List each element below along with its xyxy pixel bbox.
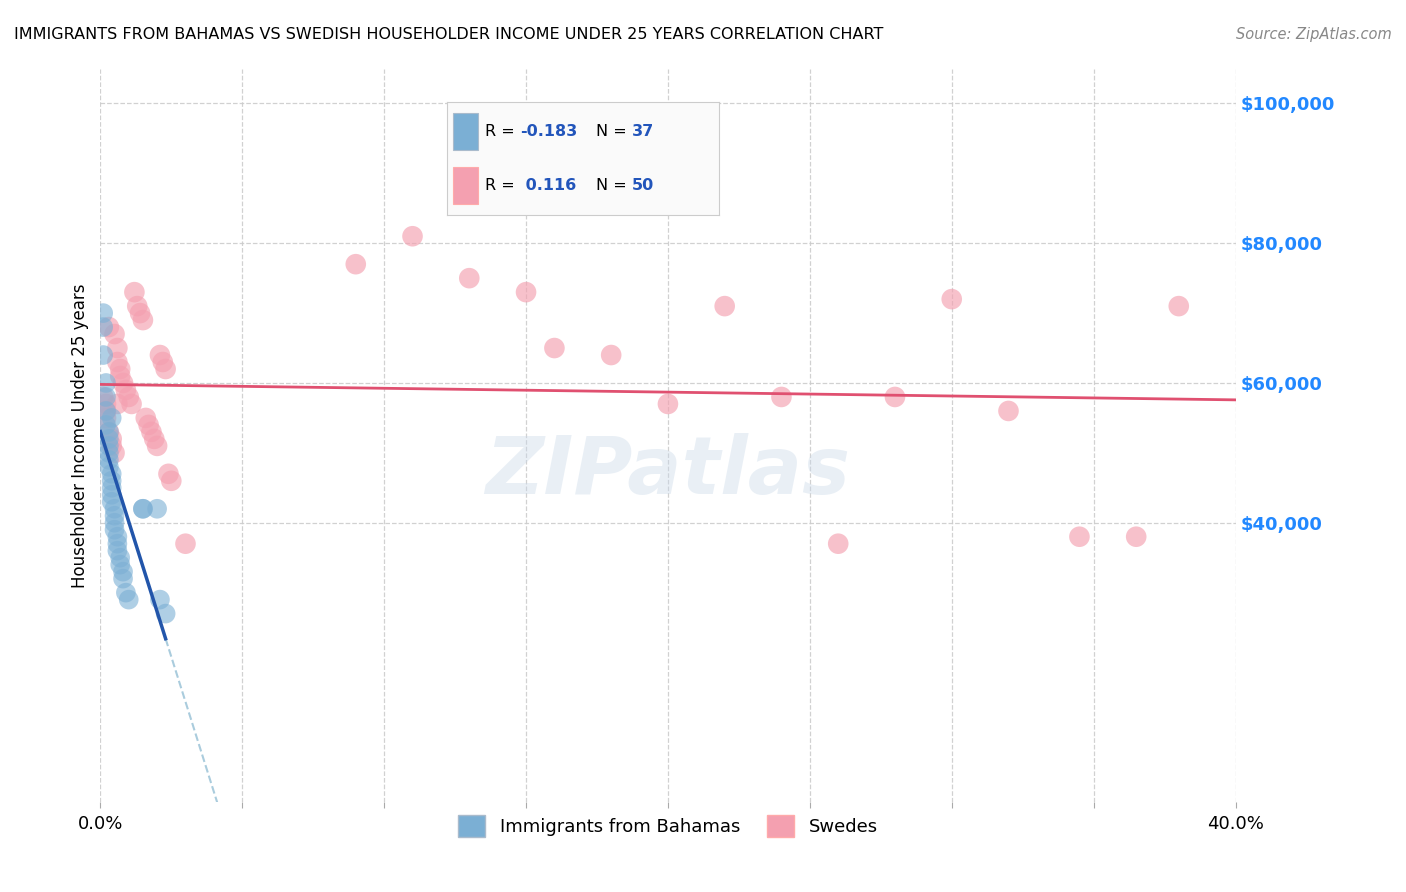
Point <box>97 446 120 460</box>
Point <box>174 537 197 551</box>
Point <box>129 306 152 320</box>
Point <box>100 432 122 446</box>
Point <box>115 383 138 397</box>
Point <box>94 417 117 432</box>
Point <box>105 537 128 551</box>
Point <box>110 369 132 384</box>
Point <box>118 390 141 404</box>
Point <box>600 348 623 362</box>
Point <box>94 390 117 404</box>
Point <box>149 348 172 362</box>
Point <box>97 432 120 446</box>
Point <box>97 459 120 474</box>
Point <box>112 565 135 579</box>
Point <box>146 501 169 516</box>
Point <box>105 530 128 544</box>
Point <box>143 432 166 446</box>
Point <box>997 404 1019 418</box>
Point <box>103 327 125 342</box>
Point <box>94 397 117 411</box>
Point <box>110 362 132 376</box>
Point <box>160 474 183 488</box>
Point <box>141 425 163 439</box>
Point <box>121 397 143 411</box>
Point <box>100 467 122 481</box>
Point <box>149 592 172 607</box>
Y-axis label: Householder Income Under 25 years: Householder Income Under 25 years <box>72 283 89 588</box>
Point <box>91 306 114 320</box>
Point <box>135 411 157 425</box>
Point <box>124 285 146 300</box>
Point <box>94 404 117 418</box>
Point <box>110 558 132 572</box>
Point <box>146 439 169 453</box>
Point <box>100 495 122 509</box>
Point <box>112 572 135 586</box>
Point <box>1069 530 1091 544</box>
Point <box>103 523 125 537</box>
Point <box>105 341 128 355</box>
Point <box>401 229 423 244</box>
Point <box>770 390 793 404</box>
Point <box>103 446 125 460</box>
Point <box>103 501 125 516</box>
Point <box>105 355 128 369</box>
Point <box>97 439 120 453</box>
Text: Source: ZipAtlas.com: Source: ZipAtlas.com <box>1236 27 1392 42</box>
Point <box>132 313 155 327</box>
Point <box>515 285 537 300</box>
Point <box>105 543 128 558</box>
Point <box>100 439 122 453</box>
Point <box>91 390 114 404</box>
Point <box>112 376 135 390</box>
Point <box>97 425 120 439</box>
Point <box>941 292 963 306</box>
Point <box>657 397 679 411</box>
Point <box>110 550 132 565</box>
Point <box>100 481 122 495</box>
Legend: Immigrants from Bahamas, Swedes: Immigrants from Bahamas, Swedes <box>451 808 884 845</box>
Point <box>884 390 907 404</box>
Point <box>155 607 177 621</box>
Point <box>100 488 122 502</box>
Point <box>115 585 138 599</box>
Point <box>157 467 180 481</box>
Point <box>97 320 120 334</box>
Point <box>94 376 117 390</box>
Point <box>127 299 149 313</box>
Point <box>103 516 125 530</box>
Point <box>132 501 155 516</box>
Point <box>105 397 128 411</box>
Point <box>543 341 565 355</box>
Point <box>100 474 122 488</box>
Point <box>94 411 117 425</box>
Point <box>97 453 120 467</box>
Point <box>103 508 125 523</box>
Point <box>91 320 114 334</box>
Point <box>100 411 122 425</box>
Point <box>344 257 367 271</box>
Point <box>94 404 117 418</box>
Point <box>155 362 177 376</box>
Point <box>91 348 114 362</box>
Point <box>458 271 481 285</box>
Text: IMMIGRANTS FROM BAHAMAS VS SWEDISH HOUSEHOLDER INCOME UNDER 25 YEARS CORRELATION: IMMIGRANTS FROM BAHAMAS VS SWEDISH HOUSE… <box>14 27 883 42</box>
Point <box>1125 530 1147 544</box>
Text: ZIPatlas: ZIPatlas <box>485 434 851 511</box>
Point <box>138 417 160 432</box>
Point <box>118 592 141 607</box>
Point <box>827 537 849 551</box>
Point <box>97 425 120 439</box>
Point <box>152 355 174 369</box>
Point <box>1167 299 1189 313</box>
Point <box>713 299 735 313</box>
Point <box>132 501 155 516</box>
